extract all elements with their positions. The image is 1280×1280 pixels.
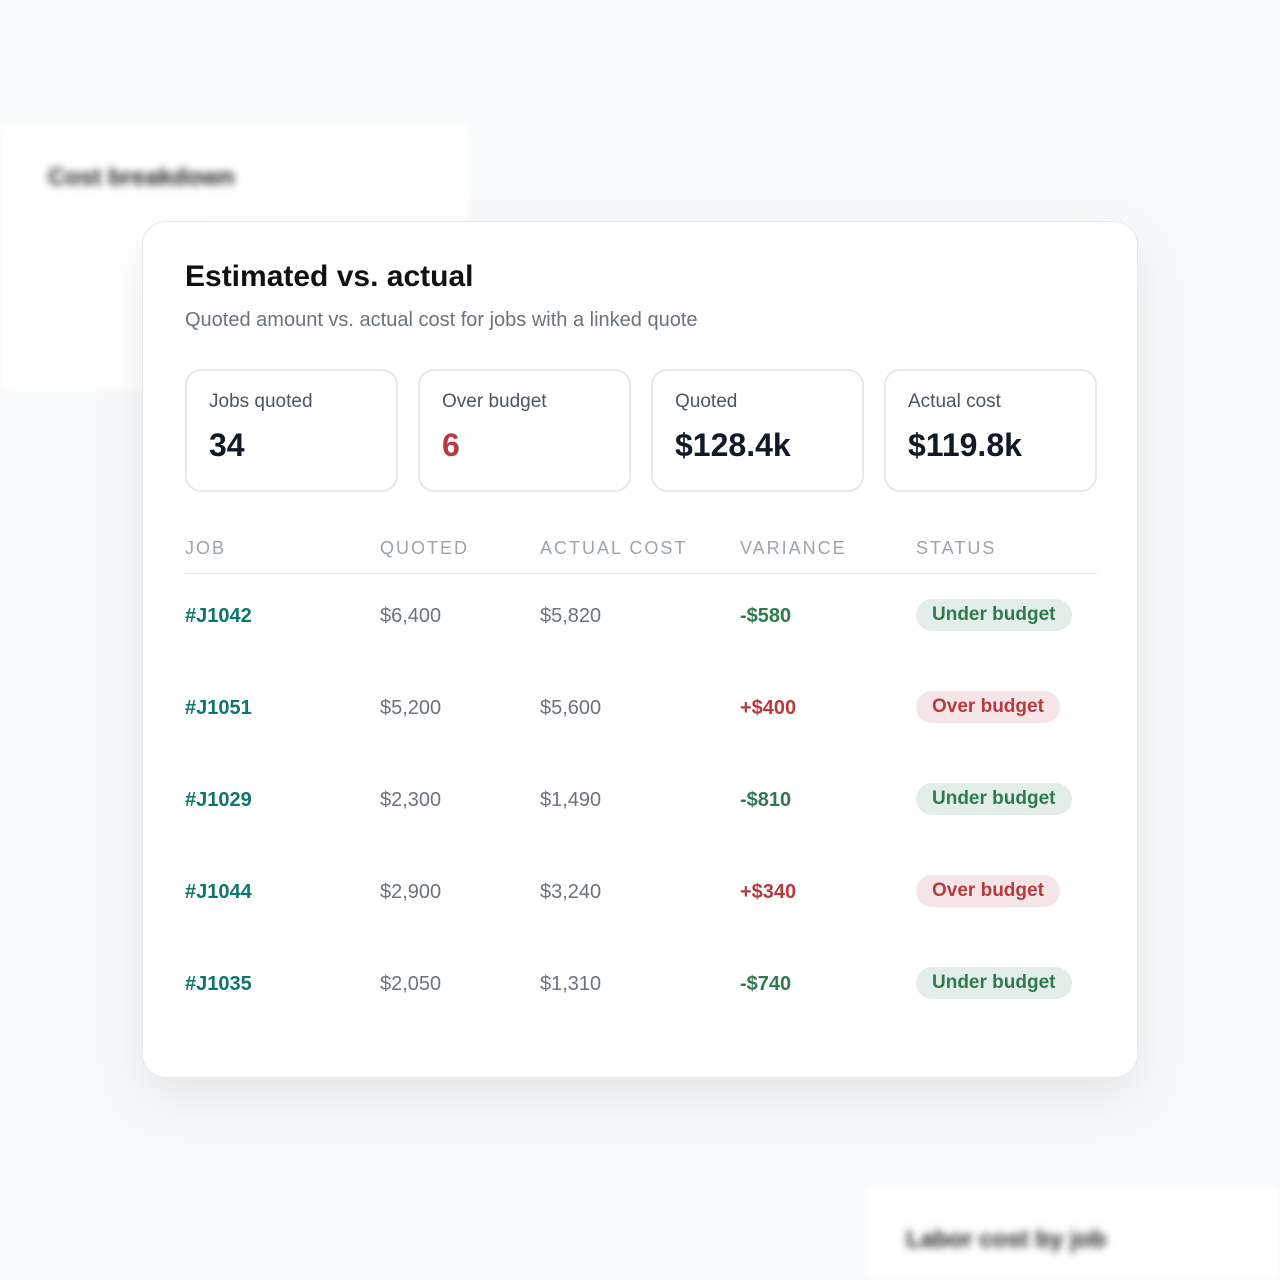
status-badge: Over budget xyxy=(916,875,1060,907)
job-link[interactable]: #J1044 xyxy=(185,881,252,903)
actual-cell: $1,310 xyxy=(540,973,602,995)
divider xyxy=(185,573,1097,574)
stat-value: $119.8k xyxy=(908,427,1022,463)
variance-cell: -$740 xyxy=(740,973,792,995)
variance-cell: -$810 xyxy=(740,789,792,811)
variance-cell: -$580 xyxy=(740,605,792,627)
card-subtitle: Quoted amount vs. actual cost for jobs w… xyxy=(185,309,698,331)
column-header: VARIANCE xyxy=(740,538,847,558)
panel-title: Cost breakdown xyxy=(48,164,235,191)
stat-card: Quoted $128.4k xyxy=(651,369,864,492)
variance-cell: +$400 xyxy=(740,697,797,719)
card-title: Estimated vs. actual xyxy=(185,260,474,293)
stat-label: Jobs quoted xyxy=(209,391,313,412)
background-panel xyxy=(865,1185,1280,1280)
panel-title: Labor cost by job xyxy=(906,1226,1107,1253)
actual-cell: $1,490 xyxy=(540,789,602,811)
column-header: STATUS xyxy=(916,538,997,558)
stat-label: Actual cost xyxy=(908,391,1001,412)
stat-value: 34 xyxy=(209,427,245,463)
column-header: QUOTED xyxy=(380,538,470,558)
status-badge: Over budget xyxy=(916,691,1060,723)
quoted-cell: $2,300 xyxy=(380,789,442,811)
stat-value: 6 xyxy=(442,427,460,463)
quoted-cell: $2,050 xyxy=(380,973,442,995)
stat-card: Jobs quoted 34 xyxy=(185,369,398,492)
stat-label: Over budget xyxy=(442,391,547,412)
column-header: ACTUAL COST xyxy=(540,538,688,558)
stat-card: Over budget 6 xyxy=(418,369,631,492)
status-badge: Under budget xyxy=(916,783,1072,815)
status-badge: Under budget xyxy=(916,599,1072,631)
variance-cell: +$340 xyxy=(740,881,797,903)
actual-cell: $3,240 xyxy=(540,881,602,903)
card: Estimated vs. actual Quoted amount vs. a… xyxy=(142,221,1138,1078)
stat-label: Quoted xyxy=(675,391,738,412)
quoted-cell: $6,400 xyxy=(380,605,442,627)
column-header: JOB xyxy=(185,538,227,558)
job-link[interactable]: #J1029 xyxy=(185,789,252,811)
job-link[interactable]: #J1042 xyxy=(185,605,252,627)
quoted-cell: $5,200 xyxy=(380,697,442,719)
stat-card: Actual cost $119.8k xyxy=(884,369,1097,492)
status-badge: Under budget xyxy=(916,967,1072,999)
quoted-cell: $2,900 xyxy=(380,881,442,903)
job-link[interactable]: #J1051 xyxy=(185,697,252,719)
actual-cell: $5,600 xyxy=(540,697,602,719)
stat-value: $128.4k xyxy=(675,427,791,463)
job-link[interactable]: #J1035 xyxy=(185,973,252,995)
actual-cell: $5,820 xyxy=(540,605,602,627)
